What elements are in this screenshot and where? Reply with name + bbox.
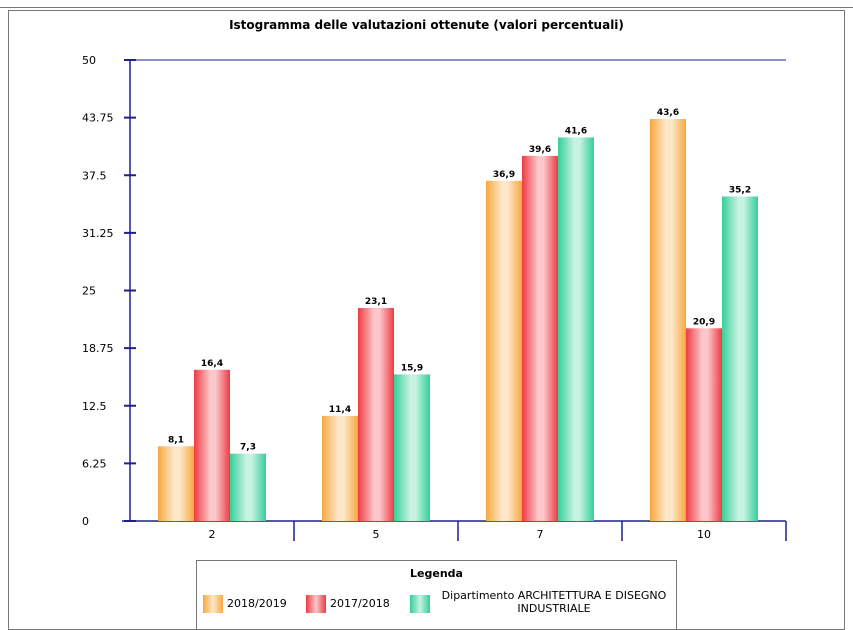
bar (322, 415, 358, 521)
bar-value-label: 20,9 (693, 317, 715, 327)
bar (686, 328, 722, 521)
legend: Legenda 2018/2019 2017/2018 Dipartimento… (196, 560, 677, 630)
legend-label-series-1: 2018/2019 (227, 597, 287, 610)
y-tick-label: 18.75 (82, 342, 114, 355)
bar (558, 137, 594, 521)
bar-value-label: 8,1 (168, 435, 184, 445)
bar-value-label: 39,6 (529, 145, 551, 155)
bar-value-label: 43,6 (657, 108, 679, 118)
y-tick-label: 25 (82, 285, 96, 298)
bar-value-label: 7,3 (240, 443, 256, 453)
bar-value-label: 11,4 (329, 405, 351, 415)
bar (230, 453, 266, 521)
x-tick-label: 5 (373, 528, 380, 541)
y-tick-label: 43.75 (82, 112, 114, 125)
bar-value-label: 23,1 (365, 297, 387, 307)
legend-swatch-series-1 (203, 595, 223, 613)
y-tick-label: 50 (82, 54, 96, 67)
bar (394, 374, 430, 521)
top-strip (0, 0, 853, 8)
bar-value-label: 41,6 (565, 126, 587, 136)
x-tick-label: 2 (209, 528, 216, 541)
bar (722, 196, 758, 521)
y-tick-label: 12.5 (82, 400, 107, 413)
legend-label-series-2: 2017/2018 (330, 597, 390, 610)
bar-value-label: 15,9 (401, 363, 423, 373)
y-tick-label: 0 (82, 515, 89, 528)
legend-swatch-series-2 (306, 595, 326, 613)
chart-title: Istogramma delle valutazioni ottenute (v… (229, 18, 624, 32)
legend-swatch-series-3 (410, 595, 430, 613)
bar (358, 308, 394, 521)
bar (158, 446, 194, 521)
bar (486, 180, 522, 522)
legend-title: Legenda (410, 567, 463, 580)
bar-value-label: 16,4 (201, 359, 223, 369)
bar (650, 119, 686, 522)
bar (522, 155, 558, 521)
bar-value-label: 36,9 (493, 170, 515, 180)
bar (194, 369, 230, 521)
legend-label-series-3: Dipartimento ARCHITETTURA E DISEGNO INDU… (441, 589, 667, 615)
bar-value-label: 35,2 (729, 185, 751, 195)
y-tick-label: 37.5 (82, 169, 107, 182)
x-tick-label: 10 (697, 528, 711, 541)
y-tick-label: 6.25 (82, 457, 107, 470)
y-tick-label: 31.25 (82, 227, 114, 240)
x-tick-label: 7 (537, 528, 544, 541)
